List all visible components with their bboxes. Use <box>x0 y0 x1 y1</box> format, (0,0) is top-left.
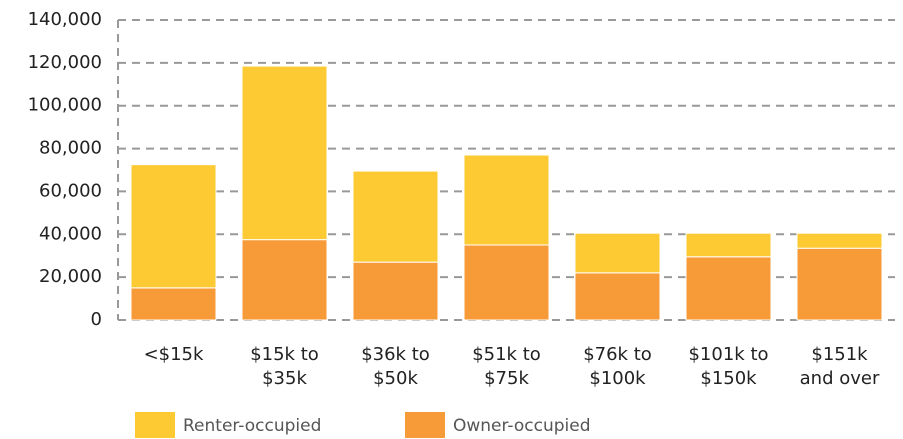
legend-swatch <box>135 412 175 438</box>
bar-segment <box>797 248 882 320</box>
bar-segment <box>242 66 327 240</box>
x-tick-label: $101k to$150k <box>688 344 768 389</box>
y-tick-label: 120,000 <box>28 52 102 73</box>
legend-label: Renter-occupied <box>183 416 321 436</box>
bar-segment <box>575 233 660 273</box>
y-tick-label: 0 <box>91 309 102 330</box>
y-tick-label: 140,000 <box>28 9 102 30</box>
bar-segment <box>131 165 216 288</box>
bar-segment <box>464 245 549 320</box>
legend-swatch <box>405 412 445 438</box>
x-tick-label: $151kand over <box>800 344 880 389</box>
y-tick-label: 80,000 <box>39 138 102 159</box>
bar-segment <box>686 257 771 320</box>
bar-segment <box>686 233 771 257</box>
x-tick-label: $76k to$100k <box>583 344 652 389</box>
bar-segment <box>242 240 327 320</box>
bar-segment <box>464 155 549 245</box>
bar-segment <box>575 273 660 320</box>
x-tick-label: $15k to$35k <box>250 344 319 389</box>
bar-segment <box>353 262 438 320</box>
y-tick-label: 60,000 <box>39 180 102 201</box>
y-tick-label: 40,000 <box>39 223 102 244</box>
bar-segment <box>353 171 438 262</box>
bar-segment <box>131 288 216 320</box>
bar-segment <box>797 233 882 248</box>
legend-label: Owner-occupied <box>453 416 591 436</box>
x-tick-label: $51k to$75k <box>472 344 541 389</box>
x-tick-label: <$15k <box>144 344 204 365</box>
y-tick-label: 100,000 <box>28 95 102 116</box>
y-tick-label: 20,000 <box>39 266 102 287</box>
x-tick-label: $36k to$50k <box>361 344 430 389</box>
chart: 0 20,000 40,000 60,000 80,000 100,000 120,000 1… <box>0 0 903 439</box>
